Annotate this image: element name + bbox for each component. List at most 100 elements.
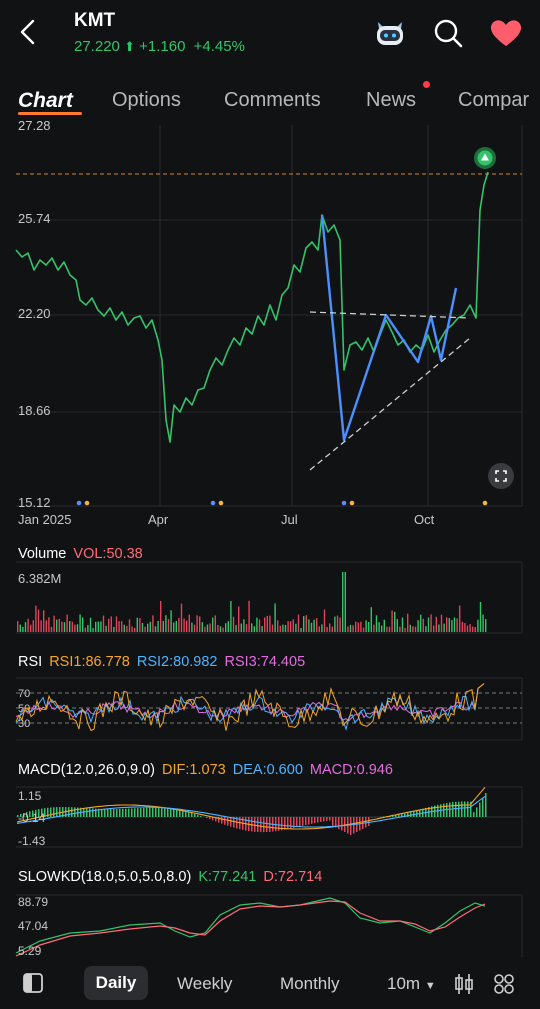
volume-bar bbox=[144, 626, 146, 632]
volume-bar bbox=[154, 626, 157, 632]
volume-bar bbox=[113, 626, 115, 632]
y-label-4: 15.12 bbox=[18, 495, 51, 510]
price: 27.220 bbox=[74, 38, 120, 55]
macd-bar bbox=[212, 817, 214, 821]
search-button[interactable] bbox=[432, 17, 464, 49]
macd-bar bbox=[101, 808, 103, 817]
macd-bar bbox=[41, 808, 43, 817]
rsi-chart[interactable]: 70 50 30 bbox=[0, 676, 540, 744]
volume-bar bbox=[482, 614, 484, 632]
macd-bar bbox=[179, 810, 181, 817]
volume-bar bbox=[183, 618, 185, 632]
macd-bar bbox=[257, 817, 259, 832]
volume-bar bbox=[420, 614, 422, 632]
macd-bar bbox=[479, 802, 481, 817]
volume-bar bbox=[404, 627, 406, 632]
slowkd-chart[interactable]: 88.79 47.04 5.29 bbox=[0, 893, 540, 958]
macd-bar bbox=[35, 809, 37, 817]
macd-bar bbox=[365, 817, 367, 828]
volume-bar bbox=[323, 609, 326, 632]
macd-bar bbox=[407, 812, 409, 817]
volume-bar bbox=[105, 625, 107, 632]
volume-bar bbox=[321, 624, 323, 632]
macd-bar bbox=[413, 811, 415, 817]
volume-bar bbox=[451, 620, 453, 632]
macd-bar bbox=[20, 813, 22, 817]
volume-bar bbox=[349, 624, 352, 632]
volume-bar bbox=[313, 619, 315, 632]
volume-bar bbox=[110, 616, 112, 632]
macd-bar bbox=[59, 807, 61, 817]
volume-bar bbox=[22, 626, 24, 632]
rsi-title[interactable]: RSI RSI1:86.778 RSI2:80.982 RSI3:74.405 bbox=[18, 654, 306, 670]
volume-bar bbox=[477, 619, 479, 632]
back-button[interactable] bbox=[14, 16, 44, 48]
robot-button[interactable] bbox=[372, 16, 408, 50]
macd-bar bbox=[53, 807, 55, 817]
tab-chart[interactable]: Chart bbox=[18, 89, 73, 112]
macd-bar bbox=[260, 817, 262, 833]
volume-bar bbox=[227, 621, 229, 632]
indicators-button[interactable] bbox=[493, 973, 515, 995]
tab-news[interactable]: News bbox=[366, 89, 417, 111]
volume-bar bbox=[459, 605, 461, 632]
volume-bar bbox=[295, 623, 297, 632]
macd-bar bbox=[308, 817, 310, 825]
macd-bar bbox=[107, 809, 109, 817]
volume-bar bbox=[274, 603, 276, 632]
volume-bar bbox=[50, 626, 53, 632]
macd-bar bbox=[230, 817, 232, 827]
volume-bar bbox=[326, 626, 328, 632]
main-price-chart[interactable]: 27.28 25.74 22.20 18.66 15.12 Jan 2025 A… bbox=[0, 118, 540, 540]
tab-options[interactable]: Options bbox=[112, 89, 181, 111]
chart-type-button[interactable] bbox=[453, 972, 475, 996]
macd-chart[interactable]: 1.15 -0.14 -1.43 bbox=[0, 785, 540, 850]
volume-chart[interactable] bbox=[0, 560, 540, 635]
macd-bar bbox=[293, 817, 295, 828]
period-weekly[interactable]: Weekly bbox=[177, 974, 233, 993]
panel-toggle-button[interactable] bbox=[22, 972, 44, 994]
macd-title[interactable]: MACD(12.0,26.0,9.0) DIF:1.073 DEA:0.600 … bbox=[18, 762, 393, 778]
macd-bar bbox=[404, 813, 406, 817]
volume-bar bbox=[438, 624, 440, 632]
volume-bar bbox=[373, 624, 375, 632]
volume-bar bbox=[375, 615, 378, 632]
event-dot bbox=[218, 500, 224, 506]
volume-bar bbox=[266, 615, 268, 632]
tab-compare[interactable]: Compar bbox=[458, 89, 530, 111]
fullscreen-button[interactable] bbox=[488, 463, 514, 489]
slowkd-title[interactable]: SLOWKD(18.0,5.0,5.0,8.0) K:77.241 D:72.7… bbox=[18, 869, 323, 885]
macd-bar bbox=[401, 813, 403, 817]
macd-bar bbox=[320, 817, 322, 822]
volume-bar bbox=[318, 626, 320, 632]
macd-bar bbox=[410, 811, 412, 817]
period-monthly[interactable]: Monthly bbox=[280, 974, 340, 993]
volume-bar bbox=[74, 624, 76, 632]
period-daily[interactable]: Daily bbox=[84, 966, 148, 1000]
volume-bar bbox=[362, 627, 365, 632]
volume-bar bbox=[427, 617, 430, 632]
volume-bar bbox=[243, 619, 245, 632]
macd-bar bbox=[17, 815, 19, 817]
macd-bar bbox=[278, 817, 280, 831]
volume-bar bbox=[19, 624, 21, 632]
volume-bar bbox=[84, 627, 86, 632]
macd-bar bbox=[335, 817, 337, 828]
macd-bar bbox=[89, 808, 91, 817]
tab-comments[interactable]: Comments bbox=[224, 89, 321, 111]
period-minute-dropdown[interactable]: 10m ▼ bbox=[387, 974, 436, 993]
volume-title[interactable]: Volume VOL:50.38 bbox=[18, 546, 143, 562]
volume-bar bbox=[466, 625, 469, 632]
watchlist-button[interactable] bbox=[488, 17, 524, 49]
macd-bar bbox=[299, 817, 301, 827]
volume-bar bbox=[310, 622, 313, 632]
macd-bar bbox=[86, 808, 88, 817]
volume-bar bbox=[474, 627, 476, 632]
active-tab-underline bbox=[18, 112, 82, 115]
volume-bar bbox=[245, 624, 248, 632]
macd-bar bbox=[338, 817, 340, 829]
volume-bar bbox=[63, 622, 66, 632]
macd-bar bbox=[296, 817, 298, 828]
volume-bar bbox=[412, 626, 414, 632]
macd-bar bbox=[188, 812, 190, 817]
